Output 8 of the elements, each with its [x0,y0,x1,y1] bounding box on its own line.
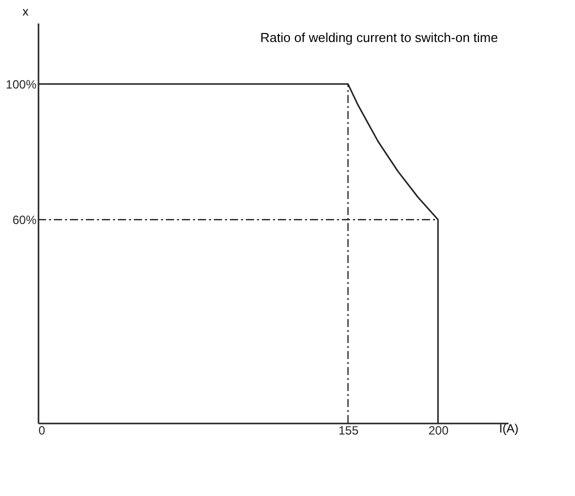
y-axis-title: x [22,4,28,18]
y-tick-label: 60% [12,213,37,228]
y-tick-label: 100% [6,78,37,92]
x-tick-label: 155 [338,424,359,438]
x-tick-label: 0 [38,424,46,438]
x-tick-label: 200 [428,424,449,438]
x-axis-title: I(A) [499,422,518,436]
text: Ratio of welding current to switch-on time [260,30,498,45]
